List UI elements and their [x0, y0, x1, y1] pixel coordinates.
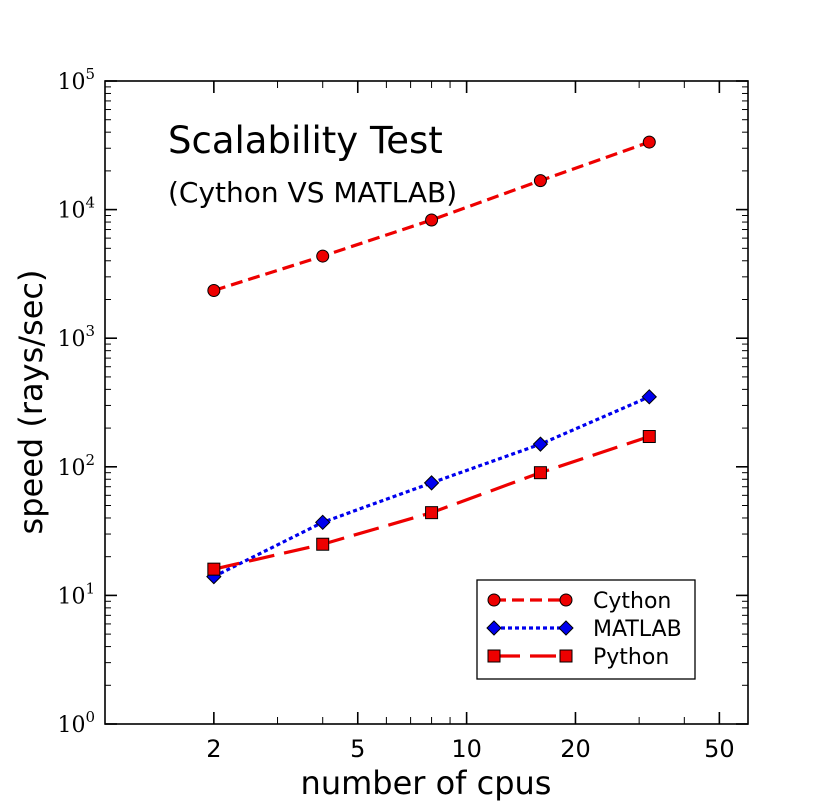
legend-label-python: Python [593, 645, 669, 670]
legend-label-matlab: MATLAB [593, 617, 682, 642]
data-point-matlab [423, 475, 440, 491]
series-line-matlab [213, 395, 650, 579]
legend-marker-matlab [486, 620, 502, 636]
data-point-cython [425, 213, 439, 227]
series-group [206, 135, 657, 585]
data-point-cython [642, 135, 656, 149]
y-tick-exponent: 2 [85, 451, 95, 469]
data-point-python [642, 430, 656, 444]
y-axis-label: speed (rays/sec) [12, 270, 50, 535]
data-point-python [316, 537, 330, 551]
data-point-cython [316, 249, 330, 263]
y-tick-exponent: 3 [85, 322, 95, 340]
series-python [207, 430, 656, 576]
x-tick-label: 10 [451, 735, 482, 763]
x-tick-label: 2 [206, 735, 221, 763]
legend-marker-matlab [558, 620, 574, 636]
legend: Cython MATLAB Python [476, 579, 696, 680]
chart-subtitle: (Cython VS MATLAB) [168, 176, 457, 209]
legend-marker-python [559, 649, 573, 663]
y-tick-exponent: 4 [85, 194, 95, 212]
data-point-python [207, 562, 221, 576]
series-cython [207, 135, 656, 297]
legend-label-cython: Cython [593, 589, 671, 614]
x-tick-label: 5 [350, 735, 365, 763]
data-point-matlab [532, 436, 549, 452]
legend-box [476, 579, 696, 680]
x-axis-label: number of cpus [301, 764, 552, 802]
series-line-cython [213, 140, 650, 293]
y-tick-exponent: 1 [85, 579, 95, 597]
y-tick-exponent: 5 [85, 65, 95, 83]
x-tick-label: 20 [560, 735, 591, 763]
data-point-python [425, 506, 439, 520]
data-point-cython [207, 283, 221, 297]
y-tick-exponent: 0 [85, 708, 95, 726]
plot-frame [104, 80, 749, 725]
data-point-matlab [641, 389, 657, 405]
legend-marker-cython [559, 593, 573, 607]
chart-title: Scalability Test [168, 119, 443, 162]
data-point-matlab [315, 514, 331, 531]
data-point-cython [533, 174, 547, 188]
data-point-python [533, 466, 547, 480]
legend-marker-cython [487, 593, 501, 607]
legend-marker-python [487, 649, 501, 663]
x-tick-label: 50 [704, 735, 735, 763]
